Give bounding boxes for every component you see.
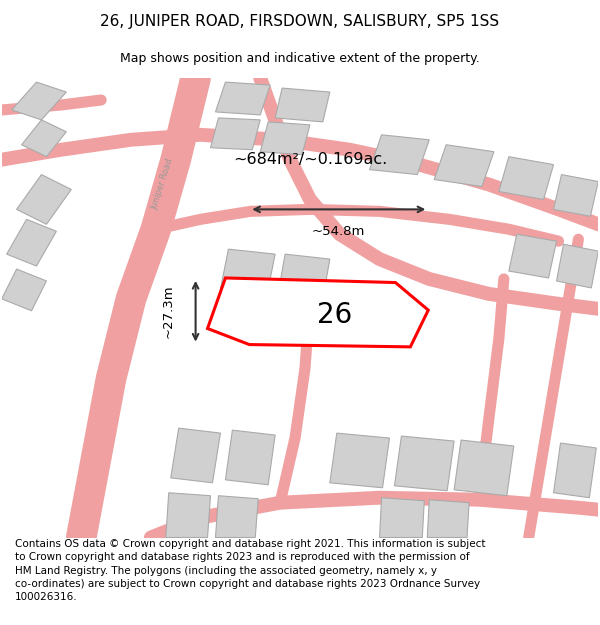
- Polygon shape: [166, 492, 211, 538]
- Polygon shape: [2, 269, 46, 311]
- Polygon shape: [215, 82, 270, 115]
- Polygon shape: [211, 118, 260, 150]
- Polygon shape: [17, 174, 71, 224]
- Polygon shape: [7, 219, 56, 266]
- Polygon shape: [171, 428, 220, 483]
- Text: Contains OS data © Crown copyright and database right 2021. This information is : Contains OS data © Crown copyright and d…: [15, 539, 485, 602]
- Polygon shape: [220, 249, 275, 294]
- Polygon shape: [509, 234, 557, 278]
- Polygon shape: [278, 254, 330, 299]
- Polygon shape: [427, 500, 469, 538]
- Polygon shape: [208, 278, 428, 347]
- Polygon shape: [499, 157, 554, 199]
- Text: 26, JUNIPER ROAD, FIRSDOWN, SALISBURY, SP5 1SS: 26, JUNIPER ROAD, FIRSDOWN, SALISBURY, S…: [100, 14, 500, 29]
- Polygon shape: [380, 498, 424, 538]
- Polygon shape: [554, 443, 596, 498]
- Polygon shape: [394, 436, 454, 491]
- Polygon shape: [330, 433, 389, 488]
- Text: ~684m²/~0.169ac.: ~684m²/~0.169ac.: [233, 152, 387, 167]
- Text: ~54.8m: ~54.8m: [312, 225, 365, 238]
- Polygon shape: [454, 440, 514, 496]
- Text: 26: 26: [317, 301, 352, 329]
- Text: Map shows position and indicative extent of the property.: Map shows position and indicative extent…: [120, 52, 480, 65]
- Polygon shape: [22, 120, 67, 157]
- Polygon shape: [215, 496, 258, 538]
- Polygon shape: [370, 135, 429, 174]
- Polygon shape: [434, 145, 494, 186]
- Polygon shape: [260, 122, 310, 154]
- Polygon shape: [275, 88, 330, 122]
- Polygon shape: [11, 82, 67, 120]
- Polygon shape: [226, 430, 275, 485]
- Text: Juniper Road: Juniper Road: [150, 158, 175, 211]
- Text: ~27.3m: ~27.3m: [161, 284, 174, 338]
- Polygon shape: [557, 244, 598, 288]
- Polygon shape: [554, 174, 598, 216]
